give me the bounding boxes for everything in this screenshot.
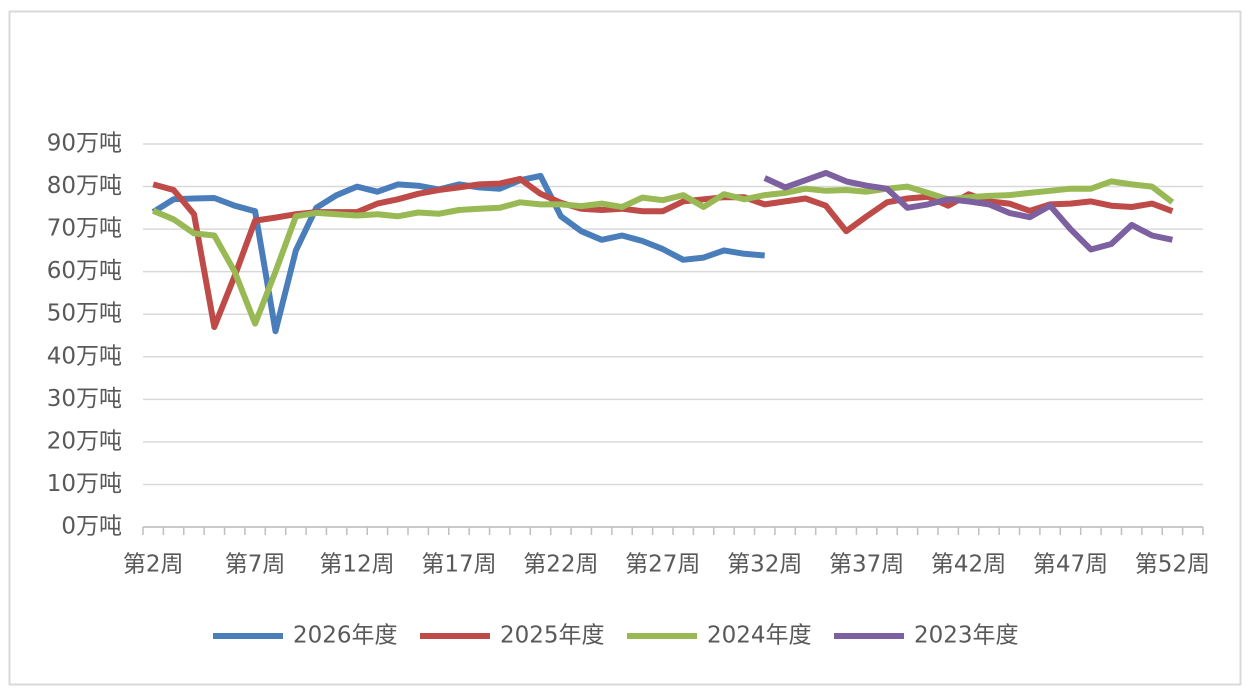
y-tick-label: 70万吨 bbox=[47, 216, 122, 242]
x-tick-label: 第2周 bbox=[123, 552, 184, 578]
series-line bbox=[763, 169, 1174, 253]
y-tick-label: 90万吨 bbox=[47, 131, 122, 157]
y-tick-label: 0万吨 bbox=[61, 514, 122, 540]
x-tick-label: 第22周 bbox=[523, 552, 598, 578]
x-tick-label: 第37周 bbox=[829, 552, 904, 578]
x-tick-label: 第17周 bbox=[421, 552, 496, 578]
x-tick-label: 第12周 bbox=[319, 552, 394, 578]
y-tick-label: 30万吨 bbox=[47, 386, 122, 412]
y-tick-label: 80万吨 bbox=[47, 173, 122, 199]
x-tick-label: 第7周 bbox=[225, 552, 286, 578]
x-tick-label: 第52周 bbox=[1135, 552, 1210, 578]
x-tick-label: 第47周 bbox=[1033, 552, 1108, 578]
y-tick-label: 40万吨 bbox=[47, 343, 122, 369]
legend-label: 2023年度 bbox=[914, 623, 1019, 649]
chart-frame bbox=[8, 10, 1242, 686]
series-line bbox=[152, 178, 1175, 327]
x-tick-label: 第42周 bbox=[931, 552, 1006, 578]
x-tick-label: 第27周 bbox=[625, 552, 700, 578]
legend-label: 2025年度 bbox=[500, 623, 605, 649]
y-tick-label: 20万吨 bbox=[47, 428, 122, 454]
y-tick-label: 50万吨 bbox=[47, 301, 122, 327]
y-tick-label: 60万吨 bbox=[47, 258, 122, 284]
legend-label: 2026年度 bbox=[293, 623, 398, 649]
y-tick-label: 10万吨 bbox=[47, 471, 122, 497]
x-tick-label: 第32周 bbox=[727, 552, 802, 578]
legend-label: 2024年度 bbox=[707, 623, 812, 649]
